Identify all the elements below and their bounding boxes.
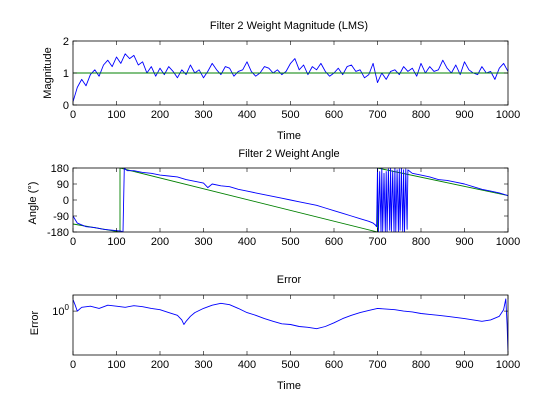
angle-series-group [73,168,508,232]
angle-y-tick-label: -180 [47,227,69,239]
magnitude-y-tick-label: 2 [63,36,69,48]
error-series-group [73,299,508,352]
magnitude-x-tick-label: 400 [238,109,256,121]
panel-angle: Filter 2 Weight Angle 0 100 200 300 400 500 60… [27,148,520,248]
error-series-estimate-line [73,299,508,352]
magnitude-x-tick-label: 900 [455,109,473,121]
angle-x-tick-label: 1000 [496,236,520,248]
angle-x-tick-label: 700 [368,236,386,248]
error-y-axis-label: Error [29,310,41,335]
magnitude-x-tick-label: 300 [194,109,212,121]
angle-y-tick-label: 0 [63,195,69,207]
error-x-tick-label: 0 [70,359,76,371]
angle-y-tick-label: 180 [51,163,69,175]
magnitude-x-tick-label: 500 [281,109,299,121]
magnitude-plot-area: 0 100 200 300 400 500 600 700 800 900 1000 0 1 2 [63,36,520,121]
error-x-tick-label: 900 [455,359,473,371]
angle-x-tick-label: 200 [151,236,169,248]
magnitude-x-tick-label: 800 [412,109,430,121]
magnitude-y-tick-label: 0 [63,100,69,112]
magnitude-series-estimate-line [73,54,508,102]
error-x-tick-label: 100 [107,359,125,371]
error-plot-area: 0 100 200 300 400 500 600 700 800 900 1000 100 [52,295,520,371]
angle-y-tick-label: -90 [53,211,69,223]
angle-y-axis-label: Angle (°) [27,182,39,225]
error-x-axis-label: Time [277,380,301,392]
magnitude-x-tick-label: 0 [70,109,76,121]
panel-magnitude: Filter 2 Weight Magnitude (LMS) 0 100 200 3… [42,20,520,142]
error-axes-frame [73,295,508,355]
angle-x-tick-label: 800 [412,236,430,248]
magnitude-y-tick-label: 1 [63,68,69,80]
error-x-tick-label: 300 [194,359,212,371]
angle-x-tick-label: 100 [107,236,125,248]
error-x-tick-label: 800 [412,359,430,371]
magnitude-x-tick-label: 200 [151,109,169,121]
error-x-tick-label: 1000 [496,359,520,371]
error-x-tick-label: 700 [368,359,386,371]
angle-x-tick-label: 900 [455,236,473,248]
error-x-tick-label: 600 [325,359,343,371]
magnitude-x-axis-label: Time [277,130,301,142]
angle-x-tick-label: 0 [70,236,76,248]
magnitude-y-axis-label: Magnitude [42,47,54,98]
magnitude-x-tick-label: 700 [368,109,386,121]
magnitude-x-tick-label: 100 [107,109,125,121]
angle-plot-area: 0 100 200 300 400 500 600 700 800 900 1000 -180 -90 0… [47,163,520,248]
angle-x-tick-label: 500 [281,236,299,248]
error-x-tick-label: 200 [151,359,169,371]
angle-plot-title: Filter 2 Weight Angle [238,148,339,160]
angle-x-tick-label: 600 [325,236,343,248]
magnitude-series-group [73,54,508,102]
error-x-tick-label: 500 [281,359,299,371]
panel-error: Error 0 100 200 300 400 500 600 700 800 900 1000 10… [29,274,520,392]
angle-series-estimate-line [73,168,508,232]
magnitude-x-tick-label: 600 [325,109,343,121]
magnitude-x-tick-label: 1000 [496,109,520,121]
angle-y-tick-label: 90 [57,179,69,191]
angle-x-tick-label: 400 [238,236,256,248]
error-plot-title: Error [277,274,302,286]
magnitude-plot-title: Filter 2 Weight Magnitude (LMS) [210,20,368,32]
error-y-tick-label: 100 [52,303,69,318]
angle-x-tick-label: 300 [194,236,212,248]
error-x-tick-label: 400 [238,359,256,371]
